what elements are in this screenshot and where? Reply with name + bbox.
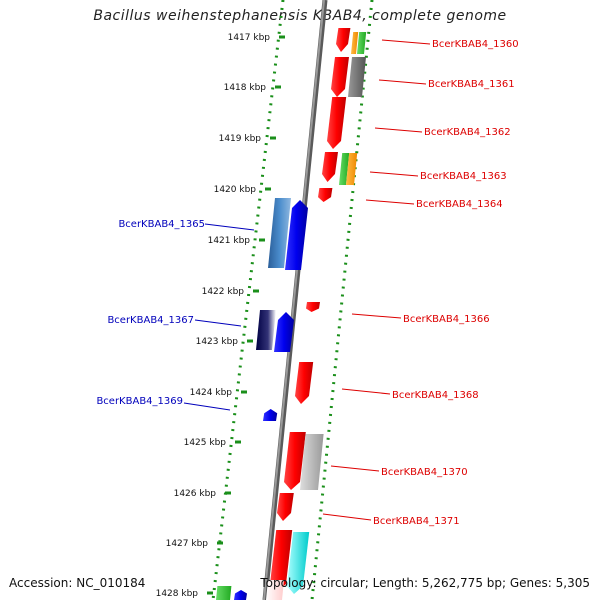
gene-1360-arrow xyxy=(336,28,351,52)
gene-1368-arrow xyxy=(295,362,314,404)
gene-label[interactable]: BcerKBAB4_1367 xyxy=(107,315,194,326)
scale-tick-label: 1421 kbp xyxy=(208,236,251,246)
gene-orange-block xyxy=(351,32,359,54)
gene-1365-arrow xyxy=(285,200,308,270)
gene-label-leader xyxy=(365,199,415,205)
gene-label[interactable]: BcerKBAB4_1365 xyxy=(118,219,205,230)
gene-label-leader xyxy=(341,388,391,395)
genome-backbone xyxy=(262,0,328,600)
gene-1361-gray-block xyxy=(348,57,366,97)
gene-green-bottom xyxy=(216,586,232,600)
scale-tick-label: 1426 kbp xyxy=(174,489,217,499)
map-title: Bacillus weihenstephanensis KBAB4, compl… xyxy=(93,8,507,24)
gene-red-arrow-lower xyxy=(270,530,293,592)
scale-tick-label: 1418 kbp xyxy=(224,83,267,93)
scale-tick-label: 1427 kbp xyxy=(166,539,209,549)
scale-tick-label: 1428 kbp xyxy=(156,589,199,599)
gene-label[interactable]: BcerKBAB4_1363 xyxy=(420,171,507,182)
gene-label[interactable]: BcerKBAB4_1369 xyxy=(96,396,183,407)
gene-label-leader xyxy=(204,223,255,231)
gene-label[interactable]: BcerKBAB4_1361 xyxy=(428,79,515,90)
gene-label[interactable]: BcerKBAB4_1371 xyxy=(373,516,460,527)
accession-text: Accession: NC_010184 xyxy=(9,576,146,590)
gene-1370-gray-block xyxy=(300,434,324,490)
gene-green-block xyxy=(357,32,367,54)
gene-1370-arrow xyxy=(284,432,306,490)
gene-label-leader xyxy=(194,319,242,327)
gene-label-leader xyxy=(183,402,231,411)
gene-label-leader xyxy=(330,465,380,472)
gene-1365-block xyxy=(268,198,291,268)
gene-label[interactable]: BcerKBAB4_1362 xyxy=(424,127,511,138)
gene-1371-arrow xyxy=(277,493,294,521)
gene-1366-arrow xyxy=(306,302,320,312)
gene-label-leader xyxy=(381,39,431,45)
gene-label-leader xyxy=(374,127,423,133)
gene-label[interactable]: BcerKBAB4_1370 xyxy=(381,467,468,478)
gene-blue-bottom xyxy=(234,590,247,600)
topology-text: Topology: circular; Length: 5,262,775 bp… xyxy=(260,576,590,590)
scale-tick-label: 1424 kbp xyxy=(190,388,233,398)
gene-label-leader xyxy=(369,171,419,177)
gene-label[interactable]: BcerKBAB4_1360 xyxy=(432,39,519,50)
gene-1362-arrow xyxy=(327,97,347,149)
gene-labels: BcerKBAB4_1360 BcerKBAB4_1361 BcerKBAB4_13… xyxy=(96,39,518,527)
scale-tick-label: 1423 kbp xyxy=(196,337,239,347)
gene-label[interactable]: BcerKBAB4_1364 xyxy=(416,199,503,210)
gene-1363-arrow xyxy=(322,152,338,182)
gene-1363-orange-block xyxy=(346,153,358,185)
gene-1367-block xyxy=(256,310,276,350)
gene-label-leader xyxy=(351,313,402,319)
scale-tick-label: 1419 kbp xyxy=(219,134,262,144)
gene-1364-arrow xyxy=(318,188,333,202)
gene-faded-block xyxy=(266,580,284,600)
gene-1361-arrow xyxy=(331,57,349,97)
gene-label-leader xyxy=(378,79,427,85)
scale-tick-label: 1425 kbp xyxy=(184,438,227,448)
scale-tick-labels: 1417 kbp 1418 kbp 1419 kbp 1420 kbp 1421 kbp… xyxy=(156,33,285,599)
gene-label[interactable]: BcerKBAB4_1368 xyxy=(392,390,479,401)
gene-label[interactable]: BcerKBAB4_1366 xyxy=(403,314,490,325)
gene-cyan-arrow xyxy=(287,532,310,594)
scale-tick-label: 1417 kbp xyxy=(228,33,271,43)
scale-tick-label: 1422 kbp xyxy=(202,287,245,297)
gene-label-leader xyxy=(322,513,372,521)
gene-1367-arrow xyxy=(274,312,294,352)
gene-features xyxy=(216,28,367,600)
scale-tick-label: 1420 kbp xyxy=(214,185,257,195)
gene-1363-green-block xyxy=(339,153,350,185)
gene-1369-arrow xyxy=(263,409,278,421)
